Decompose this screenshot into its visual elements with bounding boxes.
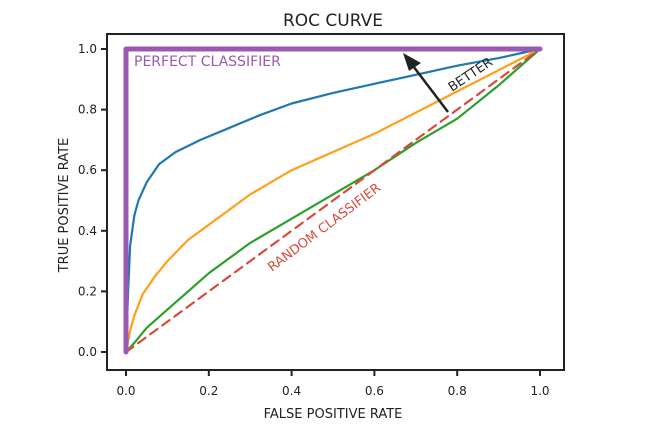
perfect-classifier-line bbox=[123, 46, 543, 355]
chart-title: ROC CURVE bbox=[283, 11, 383, 31]
roc-curve-blue bbox=[124, 47, 542, 354]
y-tick-label: 0.8 bbox=[78, 103, 97, 117]
roc-curve-green bbox=[124, 47, 542, 354]
y-tick-label: 0.4 bbox=[78, 224, 97, 238]
perfect-classifier-label: PERFECT CLASSIFIER bbox=[134, 54, 281, 70]
x-tick-label: 0.0 bbox=[116, 384, 135, 398]
x-axis-label: FALSE POSITIVE RATE bbox=[264, 407, 403, 422]
roc-curve-orange bbox=[124, 47, 542, 354]
y-tick-label: 0.6 bbox=[78, 163, 97, 177]
plot-area bbox=[106, 33, 565, 371]
y-tick-label: 0.0 bbox=[78, 345, 97, 359]
random-classifier-line bbox=[124, 47, 542, 354]
x-tick-label: 0.2 bbox=[199, 384, 218, 398]
x-tick-label: 1.0 bbox=[530, 384, 549, 398]
better-arrow bbox=[409, 61, 449, 113]
x-tick-label: 0.4 bbox=[282, 384, 301, 398]
x-tick-label: 0.8 bbox=[448, 384, 467, 398]
y-tick-label: 0.2 bbox=[78, 284, 97, 298]
better-arrowhead bbox=[403, 53, 421, 71]
x-tick-label: 0.6 bbox=[365, 384, 384, 398]
y-tick-label: 1.0 bbox=[78, 42, 97, 56]
y-axis-label: TRUE POSITIVE RATE bbox=[57, 138, 72, 274]
